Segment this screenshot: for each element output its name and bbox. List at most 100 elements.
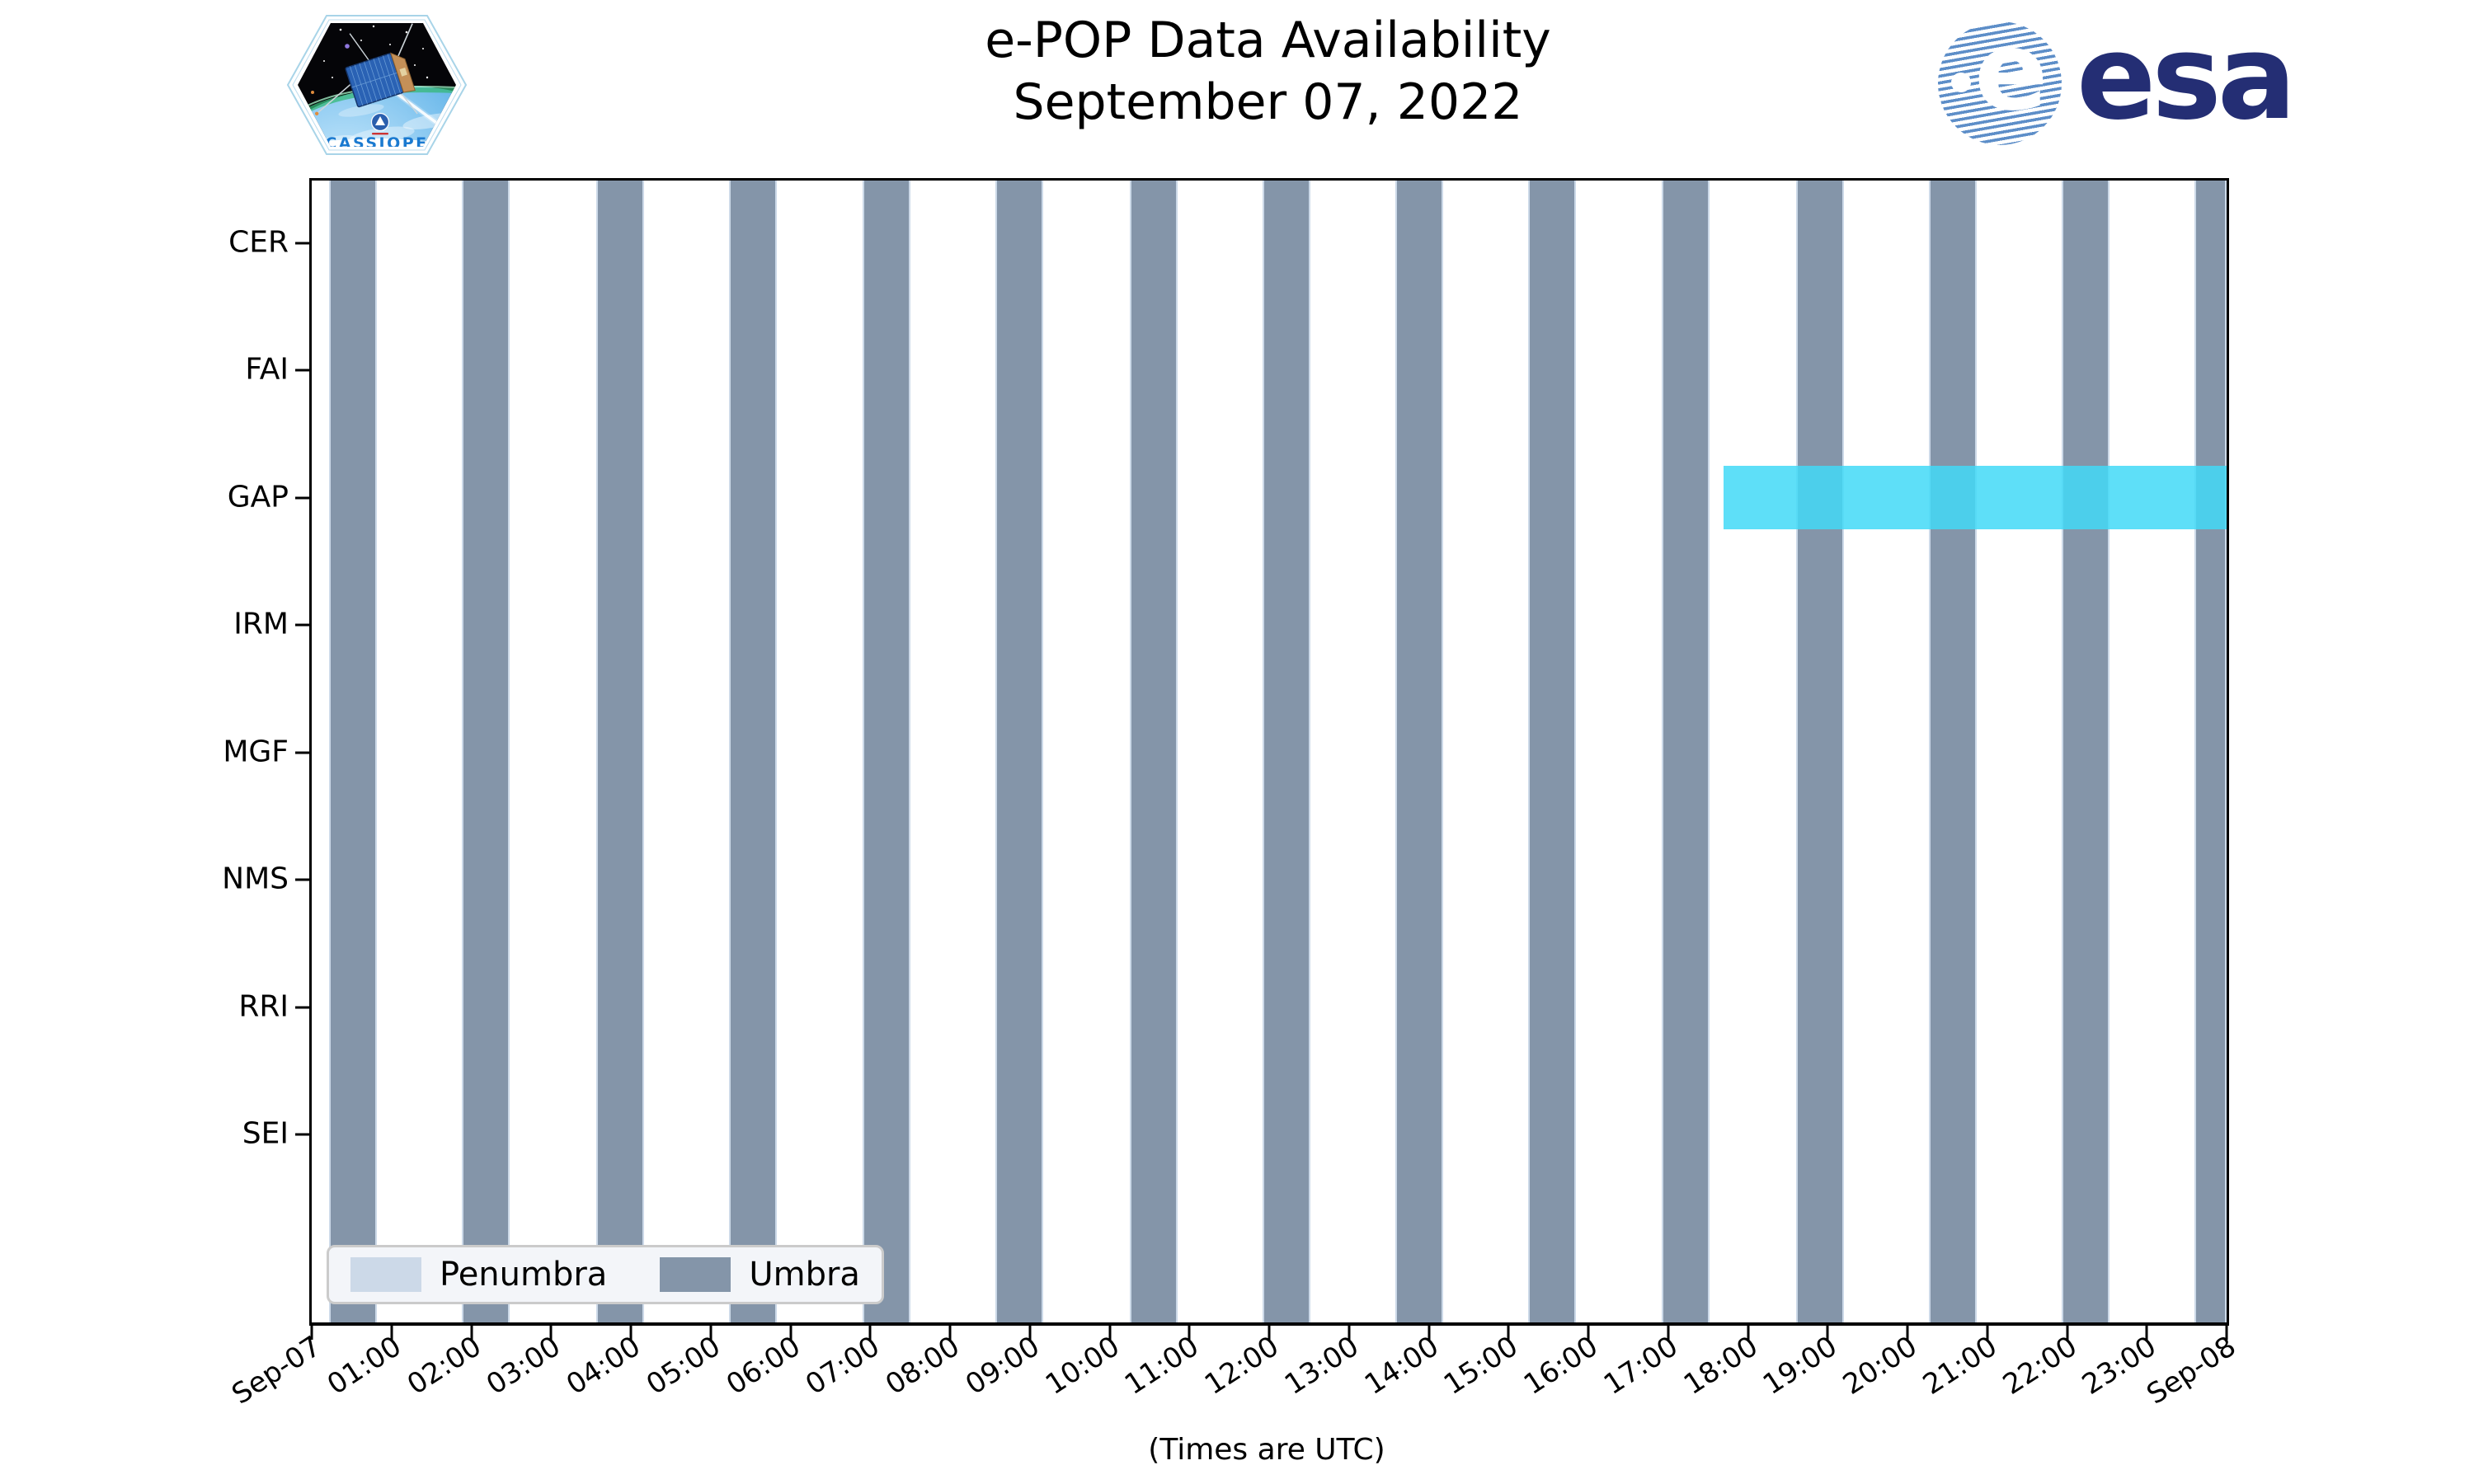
legend-item-penumbra: Penumbra	[350, 1256, 607, 1294]
x-tick	[1747, 1326, 1749, 1340]
umbra-bar	[328, 181, 377, 1322]
y-tick	[295, 496, 309, 500]
patch-inner-line	[292, 19, 462, 151]
x-tick-label-text: 22:00	[1997, 1330, 2083, 1402]
x-tick-label-text: 13:00	[1278, 1330, 1365, 1402]
x-tick-label-text: 17:00	[1597, 1330, 1684, 1402]
patch-artwork: CASSIOPE	[298, 23, 456, 153]
x-tick	[549, 1326, 553, 1340]
x-tick-label-text: 16:00	[1517, 1330, 1604, 1402]
y-tick	[295, 369, 309, 372]
x-tick	[1587, 1326, 1590, 1340]
x-tick	[629, 1326, 633, 1340]
x-tick-label-text: 08:00	[879, 1330, 966, 1402]
umbra-bar	[862, 181, 910, 1322]
esa-globe-letter: e	[1974, 21, 2048, 135]
chart-title-block: e-POP Data Availability September 07, 20…	[309, 10, 2227, 134]
umbra-bar	[1795, 181, 1844, 1322]
x-axis-caption: (Times are UTC)	[1148, 1433, 1385, 1467]
x-tick	[2225, 1326, 2228, 1340]
x-tick	[1427, 1326, 1430, 1340]
x-tick-label-text: 11:00	[1119, 1330, 1206, 1402]
umbra-bar	[1262, 181, 1310, 1322]
y-tick-label-cer: CER	[228, 225, 289, 260]
x-tick	[1188, 1326, 1191, 1340]
legend-label: Umbra	[749, 1256, 860, 1294]
x-tick-label-text: 15:00	[1438, 1330, 1525, 1402]
patch-satellite	[314, 23, 418, 115]
y-tick	[295, 1006, 309, 1009]
x-axis-labels: Sep-07 01:00 02:00 03:00 04:00 05:00 06:00 07:0…	[227, 1323, 2242, 1439]
x-tick	[789, 1326, 792, 1340]
esa-globe-icon: e	[1938, 21, 2062, 145]
patch-csa-text	[372, 133, 388, 135]
legend-item-umbra: Umbra	[660, 1256, 860, 1294]
x-tick-label-text: 04:00	[560, 1330, 647, 1402]
x-tick	[868, 1326, 872, 1340]
y-tick	[295, 751, 309, 754]
umbra-bar	[596, 181, 645, 1322]
chart-subtitle: September 07, 2022	[1013, 73, 1523, 131]
x-tick	[2066, 1326, 2068, 1340]
y-tick-label-irm: IRM	[233, 607, 289, 641]
umbra-bar	[1928, 181, 1977, 1322]
x-tick-label-text: 19:00	[1757, 1330, 1844, 1402]
x-tick-label-text: 18:00	[1677, 1330, 1764, 1402]
umbra-bar	[2194, 181, 2227, 1322]
chart-title: e-POP Data Availability	[985, 12, 1551, 69]
esa-logo: e esa	[1938, 10, 2317, 150]
x-tick-label-text: 10:00	[1039, 1330, 1126, 1402]
umbra-bar	[729, 181, 778, 1322]
umbra-bar	[2062, 181, 2110, 1322]
y-tick	[295, 878, 309, 881]
y-tick-label-nms: NMS	[222, 862, 289, 896]
esa-globe-dot	[1951, 73, 1971, 92]
legend: Penumbra Umbra	[327, 1245, 884, 1304]
y-tick-label-fai: FAI	[245, 352, 289, 387]
x-tick	[1826, 1326, 1829, 1340]
umbra-bar	[1395, 181, 1444, 1322]
y-tick-label-rri: RRI	[238, 989, 289, 1024]
x-tick-label-text: 05:00	[640, 1330, 727, 1402]
x-tick	[1268, 1326, 1271, 1340]
y-tick-label-sei: SEI	[242, 1116, 289, 1151]
x-tick-label-text: 06:00	[720, 1330, 807, 1402]
y-tick	[295, 242, 309, 245]
umbra-bar	[462, 181, 510, 1322]
y-tick	[295, 623, 309, 627]
x-tick-label-text: 01:00	[321, 1330, 407, 1402]
x-tick-label-text: 03:00	[481, 1330, 567, 1402]
x-tick-label-text: 21:00	[1917, 1330, 2003, 1402]
x-tick	[1667, 1326, 1670, 1340]
x-tick-label-text: 12:00	[1198, 1330, 1285, 1402]
x-tick-label-text: 09:00	[959, 1330, 1046, 1402]
x-tick-label-text: 07:00	[800, 1330, 887, 1402]
cassiope-patch: CASSIOPE	[286, 15, 468, 155]
x-tick	[390, 1326, 393, 1340]
umbra-bar	[995, 181, 1043, 1322]
x-tick	[1986, 1326, 1989, 1340]
y-tick-label-mgf: MGF	[223, 735, 289, 769]
umbra-bar	[1528, 181, 1577, 1322]
bars-layer	[312, 181, 2227, 1322]
x-tick	[310, 1326, 313, 1340]
umbra-bar	[1129, 181, 1178, 1322]
x-tick	[1108, 1326, 1111, 1340]
x-tick-label-text: 14:00	[1358, 1330, 1445, 1402]
cassiope-caption: CASSIOPE	[325, 134, 428, 153]
umbra-bar	[1661, 181, 1710, 1322]
esa-wordmark: esa	[2077, 10, 2297, 146]
x-tick-label-text: 20:00	[1837, 1330, 1923, 1402]
x-tick-label-text: Sep-08	[2141, 1330, 2242, 1411]
x-tick	[709, 1326, 713, 1340]
patch-csa-glyph	[375, 116, 385, 125]
x-tick	[1906, 1326, 1909, 1340]
x-tick-label-text: 02:00	[401, 1330, 487, 1402]
plot-area: Penumbra Umbra CER FAI GAP IRM MGF NMS RRI SEI	[222, 178, 2229, 1340]
x-tick	[1028, 1326, 1032, 1340]
availability-bar-gap	[1724, 466, 2227, 529]
penumbra-swatch	[350, 1257, 421, 1292]
x-tick	[2145, 1326, 2148, 1340]
legend-label: Penumbra	[440, 1256, 608, 1294]
y-tick	[295, 1133, 309, 1136]
